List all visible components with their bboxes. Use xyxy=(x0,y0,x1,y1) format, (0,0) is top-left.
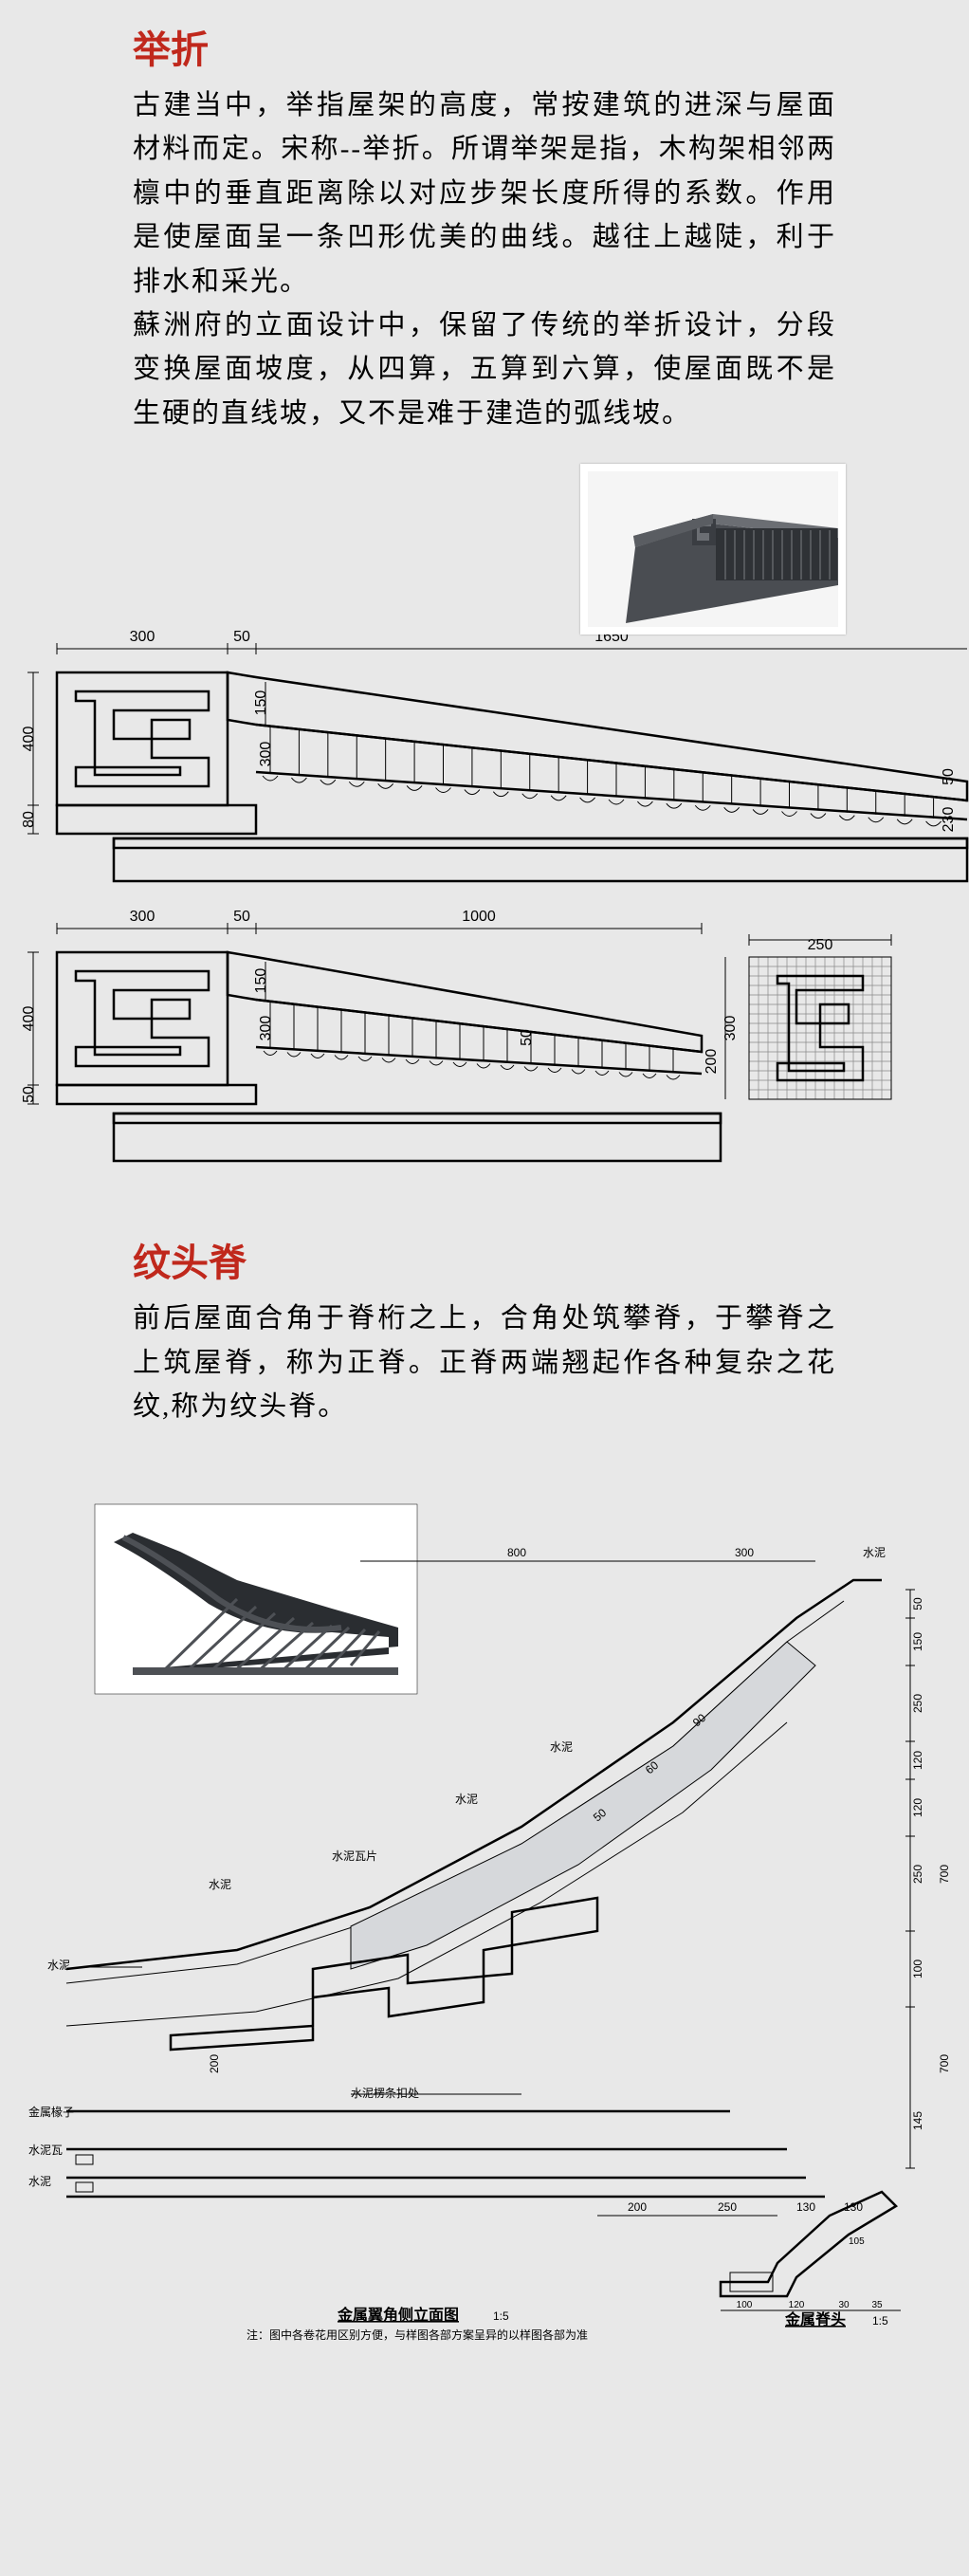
roof-section-drawing-2: 300 50 1000 400 50 xyxy=(0,900,969,1232)
dim-r-150: 150 xyxy=(911,1632,924,1651)
dim-r-700a: 700 xyxy=(938,1865,951,1884)
dim-d2-50: 50 xyxy=(233,909,250,925)
dim-d1-80: 80 xyxy=(21,811,37,828)
diagram-area-1: 300 50 1650 400 80 xyxy=(0,464,969,900)
heading-juzhe: 举折 xyxy=(133,19,836,74)
photo-inset-roof xyxy=(580,464,846,635)
dim-sm-200: 200 xyxy=(208,2054,221,2073)
para-wentouji: 前后屋面合角于脊桁之上，合角处筑攀脊，于攀脊之上筑屋脊，称为正脊。正脊两端翘起作… xyxy=(133,1297,836,1428)
dim-r-120b: 120 xyxy=(911,1798,924,1817)
dim-d1-300i: 300 xyxy=(258,742,274,767)
dim-d1-r50: 50 xyxy=(941,768,957,785)
para-juzhe-1: 古建当中，举指屋架的高度，常按建筑的进深与屋面材料而定。宋称--举折。所谓举架是… xyxy=(133,83,836,304)
dim-e-30: 30 xyxy=(838,2300,850,2310)
lab-4: 水泥 xyxy=(455,1793,478,1806)
lab-2: 水泥 xyxy=(209,1878,231,1891)
drawing-note: 注：图中各卷花用区别方便，与样图各部方案呈异的以样图各部为准 xyxy=(247,2328,588,2342)
dim-r-700b: 700 xyxy=(938,2054,951,2073)
dim-r-250: 250 xyxy=(911,1694,924,1713)
lab-3: 水泥瓦片 xyxy=(332,1849,377,1863)
dim-d1-150: 150 xyxy=(253,690,269,716)
lab-8: 水泥瓦 xyxy=(28,2144,63,2157)
dim-b-250: 250 xyxy=(718,2200,737,2214)
lab-9: 水泥 xyxy=(28,2175,51,2188)
dim-d2-300i: 300 xyxy=(258,1016,274,1041)
dim-e-120: 120 xyxy=(789,2300,805,2310)
wentouji-elevation: 800 300 水泥 xyxy=(0,1457,969,2367)
dim-b-200: 200 xyxy=(628,2200,647,2214)
lab-6: 水泥楞条扣处 xyxy=(351,2086,419,2100)
dim-d2-50i: 50 xyxy=(519,1029,535,1046)
dim-r-50: 50 xyxy=(911,1597,924,1610)
dim-d2-200r: 200 xyxy=(704,1049,720,1075)
dim-b-130a: 130 xyxy=(796,2200,815,2214)
lab-7: 金属椽子 xyxy=(28,2105,74,2119)
dim-e-100: 100 xyxy=(737,2300,753,2310)
dim-end-sm: 105 xyxy=(849,2236,865,2247)
dim-r-120a: 120 xyxy=(911,1751,924,1770)
dim-d1-300: 300 xyxy=(130,629,155,645)
dim-d2-400: 400 xyxy=(21,1006,37,1032)
dim-d3-top-label: 水泥 xyxy=(863,1546,886,1559)
dim-r-145: 145 xyxy=(911,2111,924,2130)
drawing-scale: 1:5 xyxy=(493,2309,509,2323)
dim-r-100: 100 xyxy=(911,1960,924,1978)
dim-d3-800: 800 xyxy=(507,1546,526,1559)
diagram-area-2: 300 50 1000 400 50 xyxy=(0,900,969,1232)
dim-d3-300t: 300 xyxy=(735,1546,754,1559)
dim-d2-300: 300 xyxy=(130,909,155,925)
drawing-subtitle: 金属脊头 xyxy=(784,2310,846,2328)
dim-e-35: 35 xyxy=(871,2300,883,2310)
dim-d1-r230: 230 xyxy=(941,807,957,833)
dim-d1-50: 50 xyxy=(233,629,250,645)
drawing-title: 金属翼角侧立面图 xyxy=(337,2306,459,2324)
dim-r-250b: 250 xyxy=(911,1865,924,1884)
lab-1: 水泥 xyxy=(47,1959,70,1972)
dim-d2-50l: 50 xyxy=(21,1086,37,1103)
dim-d2-150: 150 xyxy=(253,968,269,994)
section-wentouji: 纹头脊 前后屋面合角于脊桁之上，合角处筑攀脊，于攀脊之上筑屋脊，称为正脊。正脊两… xyxy=(0,1232,969,1457)
lab-5: 水泥 xyxy=(550,1740,573,1754)
dim-d2-1000: 1000 xyxy=(462,909,496,925)
heading-wentouji: 纹头脊 xyxy=(133,1232,836,1287)
para-juzhe-2: 蘇洲府的立面设计中，保留了传统的举折设计，分段变换屋面坡度，从四算，五算到六算，… xyxy=(133,304,836,435)
drawing-subscale: 1:5 xyxy=(872,2314,888,2328)
diagram-area-3: 800 300 水泥 xyxy=(0,1457,969,2367)
dim-d1-400: 400 xyxy=(21,727,37,752)
section-juzhe: 举折 古建当中，举指屋架的高度，常按建筑的进深与屋面材料而定。宋称--举折。所谓… xyxy=(0,19,969,464)
